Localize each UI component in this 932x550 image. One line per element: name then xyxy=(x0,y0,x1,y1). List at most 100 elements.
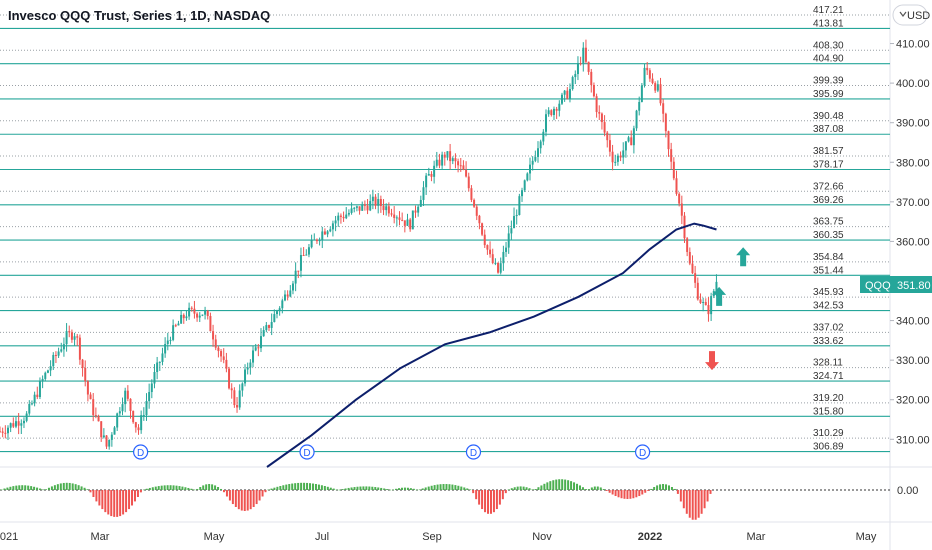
candle-body xyxy=(427,173,430,176)
candle-body xyxy=(68,331,71,333)
oscillator-bar xyxy=(30,486,33,490)
oscillator-bar xyxy=(362,486,365,490)
oscillator-bar xyxy=(220,488,223,490)
candle-body xyxy=(401,219,404,221)
candle-body xyxy=(246,367,249,370)
candle-body xyxy=(590,71,593,86)
candle-body xyxy=(38,381,41,398)
candle-body xyxy=(710,296,713,315)
candle-body xyxy=(518,196,521,215)
oscillator-bar xyxy=(39,488,42,490)
oscillator-bar xyxy=(249,490,252,510)
oscillator-bar xyxy=(377,487,380,490)
candle-body xyxy=(121,404,124,412)
price-axis[interactable]: 410.00400.00390.00380.00370.00360.00350.… xyxy=(890,39,930,447)
oscillator-bar xyxy=(709,490,712,494)
candle-body xyxy=(616,155,619,162)
candle-body xyxy=(214,339,217,348)
candle-body xyxy=(52,354,55,367)
candle-body xyxy=(552,108,555,116)
candle-body xyxy=(547,110,550,115)
oscillator-bar xyxy=(623,490,626,499)
oscillator-bar xyxy=(211,484,214,490)
oscillator-bar xyxy=(208,484,211,490)
x-tick-label: Nov xyxy=(532,531,552,543)
oscillator-bar xyxy=(71,483,74,490)
oscillator-bar xyxy=(74,484,77,490)
oscillator-bar xyxy=(475,490,478,500)
candle-body xyxy=(174,325,177,327)
candle-body xyxy=(473,199,476,207)
candle-body xyxy=(249,362,252,368)
candle-body xyxy=(667,131,670,150)
oscillator-bar xyxy=(371,486,374,490)
oscillator-bar xyxy=(86,489,89,490)
oscillator-bar xyxy=(383,488,386,490)
level-label: 399.39 xyxy=(813,76,844,87)
oscillator-bar xyxy=(65,482,68,490)
oscillator-bar xyxy=(190,488,193,490)
currency-button[interactable]: USD xyxy=(892,4,930,26)
oscillator-bar xyxy=(104,490,107,513)
oscillator-bar xyxy=(549,481,552,490)
chevron-down-icon xyxy=(899,11,907,17)
candle-body xyxy=(451,158,454,162)
oscillator-bar xyxy=(12,486,15,490)
candle-body xyxy=(310,239,313,248)
oscillator-bar xyxy=(273,487,276,490)
candle-body xyxy=(555,108,558,111)
candle-body xyxy=(574,74,577,78)
oscillator-bar xyxy=(614,490,617,497)
candle-body xyxy=(206,310,209,317)
candle-body xyxy=(371,196,374,202)
oscillator-bar xyxy=(534,489,537,490)
arrow-down-icon xyxy=(705,351,719,371)
oscillator-bar xyxy=(513,487,516,490)
candle-body xyxy=(196,313,199,318)
oscillator-bar xyxy=(641,490,644,495)
candle-body xyxy=(108,439,111,447)
oscillator-bar xyxy=(148,487,151,490)
oscillator-bar xyxy=(682,490,685,509)
x-tick-label: May xyxy=(204,531,225,543)
dividend-marker xyxy=(299,444,315,460)
candle-body xyxy=(606,132,609,141)
oscillator-bar xyxy=(133,490,136,502)
level-label: 413.81 xyxy=(813,18,844,29)
candle-body xyxy=(435,159,438,166)
time-axis[interactable]: 2021 Mar May Jul Sep Nov 2022 Mar May xyxy=(0,531,877,543)
oscillator-bar xyxy=(234,490,237,507)
oscillator-bar xyxy=(504,490,507,494)
oscillator-bar xyxy=(285,484,288,490)
candle-body xyxy=(584,47,587,62)
y-tick-label: 390.00 xyxy=(896,118,930,130)
candle-body xyxy=(507,233,510,248)
x-tick-label: 2021 xyxy=(0,531,18,543)
ticker-badge: QQQ 351.80 xyxy=(860,276,932,293)
y-tick-label: 410.00 xyxy=(896,39,930,51)
oscillator-bar xyxy=(656,485,659,490)
candle-body xyxy=(283,294,286,301)
candle-body xyxy=(339,215,342,217)
x-tick-label: Mar xyxy=(747,531,766,543)
oscillator-bar xyxy=(0,489,3,491)
oscillator-bar xyxy=(495,490,498,510)
candle-body xyxy=(680,203,683,216)
ticker-badge-bg xyxy=(860,276,932,293)
candle-body xyxy=(140,415,143,431)
price-layer xyxy=(0,39,718,450)
oscillator-bar xyxy=(166,485,169,490)
candle-body xyxy=(430,173,433,177)
candle-body xyxy=(233,390,236,406)
candle-body xyxy=(579,63,582,65)
candle-body xyxy=(505,247,508,252)
dividend-marker-label: D xyxy=(137,448,144,459)
oscillator-bar xyxy=(62,482,65,490)
candle-body xyxy=(422,187,425,200)
oscillator-bar xyxy=(365,486,368,490)
oscillator-bar xyxy=(398,488,401,490)
dividend-marker-label: D xyxy=(639,448,646,459)
oscillator-bar xyxy=(374,487,377,490)
oscillator-bar xyxy=(332,488,335,490)
candle-body xyxy=(454,158,457,162)
